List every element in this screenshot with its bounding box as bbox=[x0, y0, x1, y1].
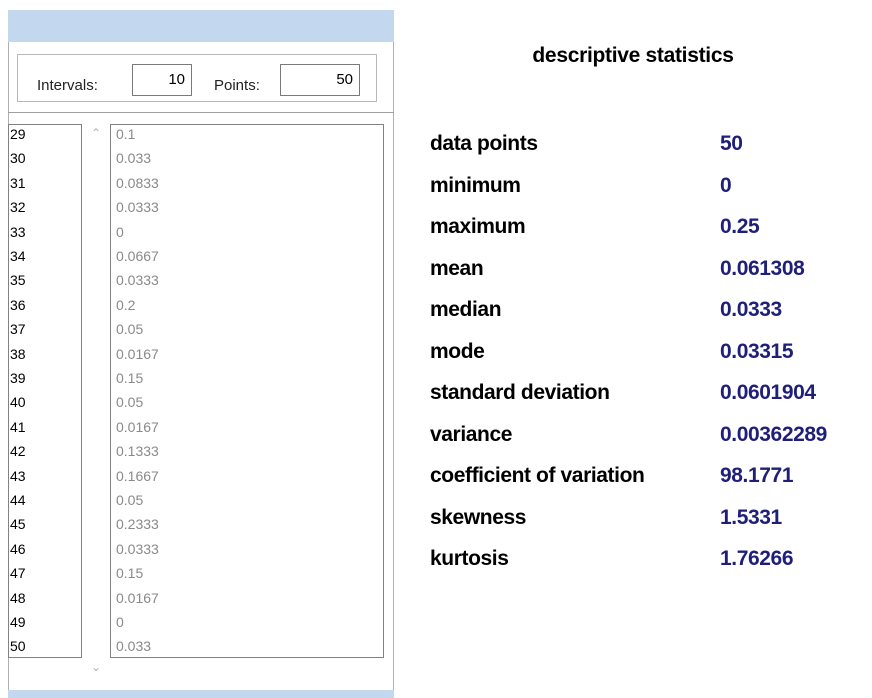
stat-value: 0.03315 bbox=[720, 339, 794, 363]
row-index: 37 bbox=[10, 321, 26, 338]
stat-value: 50 bbox=[720, 132, 743, 155]
stat-name: data points bbox=[430, 132, 538, 155]
row-value: 0.033 bbox=[116, 638, 152, 655]
row-value: 0.1 bbox=[116, 126, 136, 142]
stat-name: skewness bbox=[430, 505, 527, 529]
row-index: 39 bbox=[10, 370, 26, 386]
stat-name: kurtosis bbox=[430, 547, 509, 570]
scroll-up[interactable]: ⌃ bbox=[91, 126, 102, 140]
row-index: 50 bbox=[10, 638, 26, 655]
row-value: 0.1333 bbox=[116, 443, 159, 460]
stat-value: 0.00362289 bbox=[720, 422, 827, 446]
row-index: 42 bbox=[10, 443, 26, 460]
row-value: 0.1667 bbox=[116, 467, 159, 484]
stats-title: descriptive statistics bbox=[532, 44, 734, 67]
row-index: 34 bbox=[10, 248, 26, 264]
stat-name: maximum bbox=[430, 215, 526, 238]
stat-value: 0.25 bbox=[720, 215, 760, 238]
index-list[interactable] bbox=[8, 124, 82, 658]
stat-name: standard deviation bbox=[430, 381, 610, 404]
row-value: 0.0333 bbox=[116, 272, 159, 289]
row-index: 33 bbox=[10, 223, 26, 240]
stat-name: coefficient of variation bbox=[430, 464, 645, 487]
row-value: 0.033 bbox=[116, 150, 152, 167]
title-bar bbox=[8, 10, 394, 42]
row-value: 0.0167 bbox=[116, 589, 159, 606]
row-index: 35 bbox=[10, 272, 26, 289]
stat-value: 0 bbox=[720, 173, 732, 197]
intervals-input[interactable]: 10 bbox=[132, 64, 192, 96]
intervals-label: Intervals: bbox=[37, 77, 98, 94]
bottom-bar bbox=[8, 690, 394, 698]
row-index: 41 bbox=[10, 418, 26, 435]
row-index: 36 bbox=[10, 296, 26, 313]
row-index: 30 bbox=[10, 150, 26, 167]
row-index: 47 bbox=[10, 565, 26, 582]
row-value: 0.05 bbox=[116, 321, 144, 338]
group-box bbox=[17, 54, 377, 102]
row-value: 0.2 bbox=[116, 296, 136, 313]
row-value: 0.0167 bbox=[116, 345, 159, 362]
value-list[interactable] bbox=[110, 124, 384, 658]
stat-name: minimum bbox=[430, 173, 521, 197]
stat-value: 98.1771 bbox=[720, 464, 794, 487]
row-value: 0 bbox=[116, 223, 124, 240]
separator bbox=[8, 112, 394, 113]
row-value: 0.15 bbox=[116, 565, 144, 582]
row-index: 49 bbox=[10, 614, 26, 630]
row-index: 44 bbox=[10, 492, 26, 508]
stat-name: variance bbox=[430, 422, 513, 446]
row-value: 0.0167 bbox=[116, 418, 159, 435]
row-index: 43 bbox=[10, 467, 26, 484]
row-index: 32 bbox=[10, 199, 26, 216]
row-value: 0.15 bbox=[116, 370, 144, 386]
stat-value: 0.061308 bbox=[720, 256, 805, 280]
row-value: 0.0667 bbox=[116, 248, 159, 264]
row-index: 31 bbox=[10, 174, 26, 191]
row-index: 46 bbox=[10, 540, 26, 557]
stat-value: 1.76266 bbox=[720, 547, 794, 570]
row-value: 0.05 bbox=[116, 394, 144, 411]
stat-value: 0.0333 bbox=[720, 298, 782, 321]
stat-value: 0.0601904 bbox=[720, 381, 816, 404]
points-input[interactable]: 50 bbox=[280, 64, 360, 96]
points-label: Points: bbox=[214, 77, 260, 94]
row-index: 48 bbox=[10, 589, 26, 606]
row-index: 38 bbox=[10, 345, 26, 362]
stat-name: median bbox=[430, 298, 502, 321]
row-value: 0.0833 bbox=[116, 174, 159, 191]
stat-name: mode bbox=[430, 339, 485, 363]
row-value: 0.2333 bbox=[116, 516, 159, 533]
row-value: 0.05 bbox=[116, 492, 144, 508]
row-value: 0.0333 bbox=[116, 540, 159, 557]
row-index: 40 bbox=[10, 394, 26, 411]
stat-name: mean bbox=[430, 256, 484, 280]
stat-value: 1.5331 bbox=[720, 505, 782, 529]
row-value: 0.0333 bbox=[116, 199, 159, 216]
scroll-down[interactable]: ⌄ bbox=[91, 660, 102, 674]
row-index: 29 bbox=[10, 126, 26, 142]
row-value: 0 bbox=[116, 614, 124, 630]
row-index: 45 bbox=[10, 516, 26, 533]
